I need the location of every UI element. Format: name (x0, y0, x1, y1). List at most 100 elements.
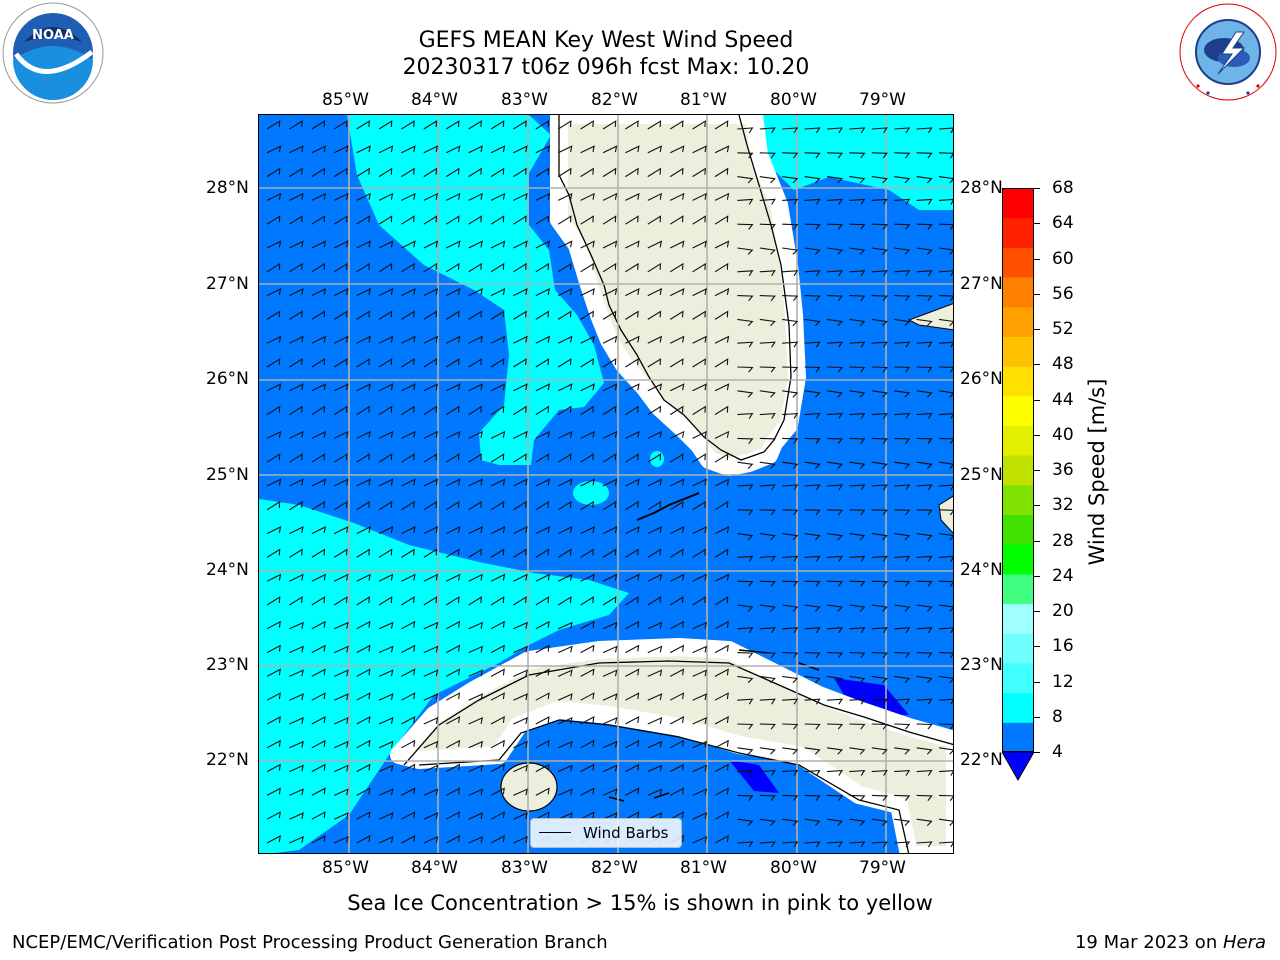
wind-barb (669, 240, 685, 249)
wind-barb (894, 390, 911, 398)
wind-barb (333, 500, 348, 511)
wind-barb (759, 675, 776, 684)
wind-barb (289, 145, 304, 154)
wind-barb (714, 500, 729, 511)
wind-barb (938, 841, 953, 848)
wind-barb (826, 247, 844, 255)
wind-barb (669, 716, 685, 725)
wind-barb (289, 288, 304, 297)
cuba-cays (608, 649, 820, 802)
lon-label-bottom: 85°W (322, 858, 369, 878)
wind-barb (513, 478, 528, 487)
wind-barb (535, 215, 550, 225)
wind-barb (378, 405, 393, 416)
wind-barb (580, 548, 594, 558)
wind-barb (938, 698, 953, 705)
wind-barb (333, 693, 349, 701)
wind-barb (557, 405, 572, 416)
wind-barb (266, 620, 281, 630)
wind-barb (557, 262, 572, 273)
lat-label-right: 24°N (960, 560, 1003, 580)
wind-barb (916, 127, 933, 134)
wind-barb (804, 366, 821, 373)
wind-barb (445, 192, 461, 201)
wind-barb (625, 240, 640, 249)
wind-barb (423, 192, 439, 201)
wind-barb (378, 120, 393, 130)
wind-barb (894, 318, 911, 327)
wind-barb (759, 723, 776, 730)
lon-label-top: 84°W (411, 90, 458, 110)
wind-barb (871, 176, 888, 184)
wind-barb (535, 167, 550, 178)
wind-barb (356, 310, 370, 320)
wind-barb (602, 335, 618, 344)
wind-barb (535, 430, 551, 439)
colorbar-tick-mark (1034, 293, 1040, 295)
wind-barb (311, 811, 326, 820)
wind-barb (759, 223, 776, 230)
wind-barb (737, 533, 754, 541)
wind-barb (647, 453, 662, 463)
wind-barb (916, 841, 933, 848)
wind-barb (647, 693, 663, 701)
wind-barb (782, 318, 799, 327)
wind-barb (333, 669, 349, 677)
wind-barb (513, 716, 528, 725)
colorbar-swatch (1002, 306, 1034, 337)
wind-barb (669, 383, 685, 392)
wind-barb (692, 240, 707, 249)
wind-barb (513, 335, 528, 344)
wind-barb (804, 247, 821, 255)
wind-barb (468, 192, 483, 201)
footer-date-text: 19 Mar 2023 on (1074, 932, 1223, 953)
colorbar-tick-mark (1034, 681, 1040, 683)
wind-barb (782, 698, 799, 705)
wind-barb (445, 215, 460, 225)
wind-barb (580, 145, 595, 154)
wind-barb (445, 526, 461, 535)
wind-speed-map (259, 115, 953, 853)
wind-barb (669, 573, 685, 582)
wind-barb (714, 453, 729, 463)
wind-barb (602, 262, 617, 273)
wind-barb (580, 215, 594, 225)
wind-barb (378, 453, 393, 463)
wind-barb (782, 152, 799, 159)
wind-barb (423, 645, 439, 654)
wind-barb (311, 548, 326, 558)
wind-barb (490, 739, 505, 749)
wind-barb (378, 335, 394, 344)
wind-barb (356, 835, 371, 844)
wind-barb (625, 620, 640, 630)
wind-barb (692, 478, 707, 487)
wind-barb (513, 573, 528, 582)
wind-barb (468, 669, 484, 677)
wind-barb (311, 620, 326, 630)
wind-barb (557, 288, 573, 297)
wind-barb (333, 526, 349, 535)
wind-barb (782, 509, 799, 516)
wind-barb (871, 652, 888, 659)
colorbar-tick-label: 16 (1052, 636, 1074, 657)
wind-barb (333, 192, 349, 201)
wind-barb (692, 526, 707, 535)
wind-barb (423, 310, 438, 320)
wind-barb (266, 310, 281, 320)
wind-barb (737, 366, 754, 373)
wind-barb (445, 573, 461, 582)
wind-barb (826, 769, 844, 776)
wind-barb (849, 176, 866, 184)
wind-barb (513, 669, 528, 677)
wind-barb (894, 769, 911, 776)
wind-barb (445, 787, 461, 796)
wind-barb (849, 509, 866, 516)
wind-barb (333, 716, 349, 725)
wind-barb (871, 198, 888, 205)
wind-barb (602, 740, 618, 749)
wind-barb (894, 604, 911, 612)
wind-barb (580, 405, 594, 416)
wind-barb (445, 644, 461, 654)
wind-barb (938, 413, 953, 419)
wind-barb (423, 288, 439, 297)
